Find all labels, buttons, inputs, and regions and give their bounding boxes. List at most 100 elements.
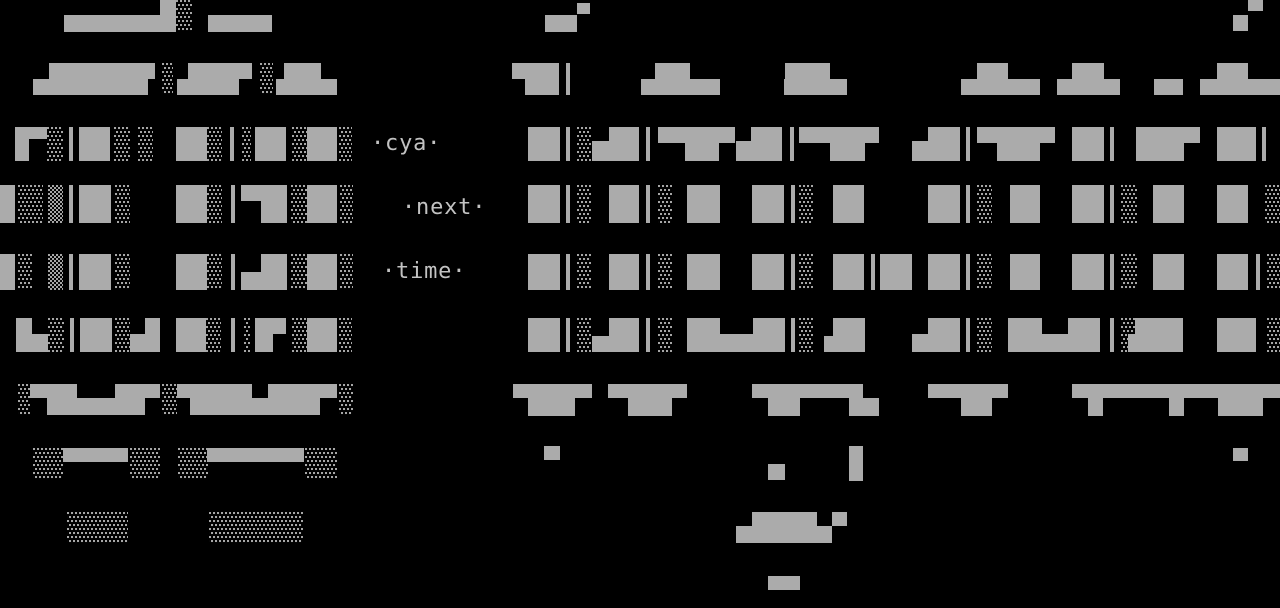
art-solid-block	[1072, 63, 1104, 79]
art-solid-block	[1072, 254, 1104, 290]
art-solid-block	[1217, 127, 1256, 161]
art-solid-block	[261, 201, 287, 223]
art-solid-block	[566, 63, 570, 95]
art-solid-block	[871, 254, 875, 290]
art-solid-block	[592, 336, 609, 352]
art-solid-block	[830, 143, 865, 161]
art-solid-block	[966, 185, 970, 223]
art-solid-block	[268, 384, 337, 398]
art-solid-block	[255, 318, 286, 334]
art-shade-light-block	[242, 127, 251, 161]
art-label-cya: ·cya·	[371, 131, 442, 156]
art-solid-block	[1128, 334, 1183, 352]
art-solid-block	[307, 254, 337, 290]
art-shade-light-block	[1267, 254, 1280, 290]
art-solid-block	[833, 318, 865, 352]
art-solid-block	[79, 185, 111, 223]
art-shade-light-block	[658, 185, 672, 223]
art-solid-block	[646, 185, 650, 223]
art-label-time: ·time·	[382, 259, 467, 284]
art-solid-block	[241, 272, 261, 290]
art-solid-block	[207, 448, 304, 462]
art-solid-block	[241, 185, 287, 201]
art-shade-light-block	[206, 318, 221, 352]
art-solid-block	[1256, 254, 1260, 290]
art-solid-block	[145, 318, 160, 334]
art-solid-block	[912, 334, 960, 352]
art-solid-block	[255, 334, 273, 352]
art-solid-block	[261, 254, 287, 290]
art-solid-block	[160, 0, 176, 32]
art-shade-light-block	[340, 185, 353, 223]
art-shade-light-block	[47, 127, 63, 161]
art-solid-block	[609, 127, 639, 161]
art-solid-block	[208, 15, 272, 32]
art-solid-block	[69, 185, 73, 223]
art-solid-block	[544, 446, 560, 460]
art-shade-light-block	[977, 185, 992, 223]
art-solid-block	[799, 127, 879, 143]
art-solid-block	[190, 398, 320, 415]
art-solid-block	[928, 318, 960, 334]
art-solid-block	[1010, 185, 1040, 223]
art-solid-block	[592, 141, 609, 161]
art-shade-light-block	[18, 254, 32, 290]
art-shade-light-block	[176, 0, 192, 32]
art-shade-light-block	[799, 185, 813, 223]
art-solid-block	[1217, 185, 1248, 223]
art-solid-block	[824, 336, 833, 352]
art-solid-block	[912, 141, 928, 161]
art-shade-light-block	[799, 318, 813, 352]
art-shade-light-block	[339, 127, 352, 161]
art-solid-block	[1072, 185, 1104, 223]
art-shade-light-block	[207, 127, 222, 161]
art-shade-light-block	[577, 127, 591, 161]
art-solid-block	[1217, 63, 1248, 79]
art-solid-block	[966, 254, 970, 290]
art-solid-block	[1200, 79, 1280, 95]
art-solid-block	[685, 143, 719, 161]
art-shade-light-block	[799, 254, 813, 290]
art-solid-block	[609, 318, 639, 352]
art-solid-block	[284, 63, 321, 79]
art-shade-light-block	[260, 63, 273, 95]
art-solid-block	[513, 384, 592, 398]
art-solid-block	[785, 63, 830, 79]
art-shade-light-block	[115, 185, 130, 223]
art-solid-block	[646, 318, 650, 352]
art-solid-block	[69, 127, 73, 161]
art-solid-block	[255, 127, 286, 161]
art-solid-block	[1008, 318, 1042, 334]
art-solid-block	[307, 318, 337, 352]
art-solid-block	[528, 254, 560, 290]
art-solid-block	[1233, 448, 1248, 461]
art-shade-light-block	[209, 512, 303, 543]
art-solid-block	[752, 254, 784, 290]
art-solid-block	[655, 63, 690, 79]
art-shade-light-block	[658, 318, 672, 352]
art-solid-block	[928, 127, 960, 161]
art-shade-light-block	[292, 318, 307, 352]
art-shade-light-block	[244, 318, 250, 352]
art-solid-block	[63, 448, 128, 462]
art-shade-light-block	[305, 448, 337, 480]
art-solid-block	[115, 384, 160, 398]
art-solid-block	[49, 63, 155, 79]
art-solid-block	[1010, 254, 1040, 290]
art-solid-block	[15, 139, 29, 161]
art-solid-block	[849, 446, 863, 481]
art-solid-block	[30, 384, 77, 398]
art-solid-block	[1088, 398, 1103, 416]
art-solid-block	[790, 127, 794, 161]
art-shade-light-block	[48, 318, 64, 352]
art-solid-block	[16, 334, 48, 352]
art-solid-block	[231, 185, 235, 223]
art-solid-block	[64, 15, 160, 32]
art-solid-block	[768, 398, 800, 416]
art-shade-light-block	[1121, 185, 1137, 223]
art-solid-block	[1110, 318, 1114, 352]
art-solid-block	[752, 384, 863, 398]
art-solid-block	[751, 127, 782, 161]
art-solid-block	[188, 63, 252, 79]
